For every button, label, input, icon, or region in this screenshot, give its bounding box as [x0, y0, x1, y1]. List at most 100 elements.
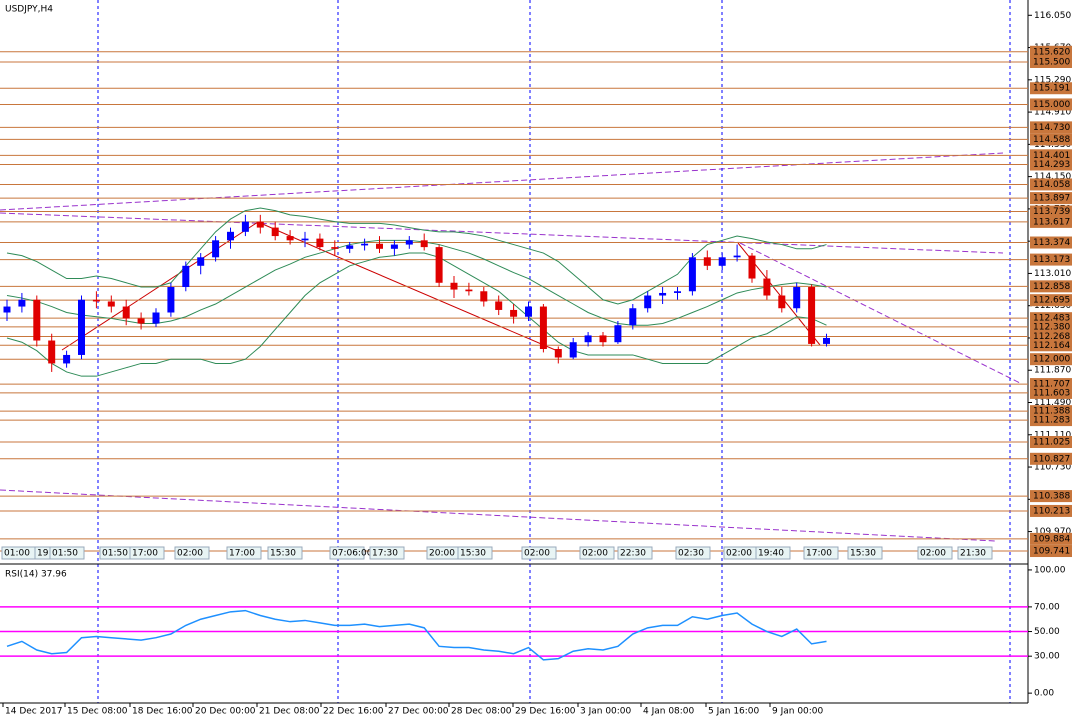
rsi-tick-label: 0.00 — [1034, 689, 1054, 699]
session-box — [617, 546, 653, 560]
candle-body — [137, 318, 145, 324]
candle-body — [450, 282, 458, 290]
session-label: 02:00 — [524, 549, 550, 559]
session-label: 17:00 — [132, 549, 158, 559]
level-label: 111.603 — [1033, 388, 1070, 398]
level-label-box — [1030, 82, 1072, 95]
session-label: 20:00 — [429, 549, 455, 559]
trend-line — [257, 221, 339, 258]
candle-body — [361, 243, 369, 246]
session-label: 01:50 — [52, 549, 78, 559]
level-label: 110.388 — [1033, 492, 1070, 502]
level-label-box — [1030, 353, 1072, 366]
session-box — [457, 546, 493, 560]
session-box — [174, 546, 210, 560]
session-box — [369, 546, 405, 560]
candle-body — [793, 287, 801, 309]
candle-body — [78, 299, 85, 355]
level-label: 115.620 — [1033, 47, 1070, 57]
level-label: 114.401 — [1033, 151, 1070, 161]
candle-body — [644, 295, 652, 309]
x-tick-label: 27 Dec 00:00 — [388, 707, 449, 717]
session-box — [267, 546, 303, 560]
candle-body — [480, 291, 488, 302]
level-label: 109.741 — [1033, 547, 1070, 557]
candle-body — [316, 238, 324, 248]
rsi-tick-label: 50.00 — [1034, 627, 1060, 637]
session-box — [49, 546, 85, 560]
level-label: 112.483 — [1033, 314, 1070, 324]
candle-body — [465, 289, 473, 292]
candle-body — [584, 335, 592, 343]
trend-line — [0, 212, 1004, 254]
level-label: 113.617 — [1033, 217, 1070, 227]
session-box — [226, 546, 262, 560]
candle-body — [197, 257, 205, 266]
candle-body — [510, 309, 518, 317]
rsi-tick-label: 30.00 — [1034, 652, 1060, 662]
candle-body — [823, 337, 830, 344]
candle-body — [495, 301, 503, 310]
trend-line — [0, 152, 1004, 211]
session-box — [755, 546, 791, 560]
x-tick-label: 4 Jan 08:00 — [643, 707, 695, 717]
candle-body — [182, 265, 190, 288]
level-label: 114.293 — [1033, 160, 1070, 170]
session-label: 02:30 — [678, 549, 704, 559]
session-label: 21:30 — [960, 549, 986, 559]
session-label: 22:30 — [620, 549, 646, 559]
level-label-box — [1030, 55, 1072, 68]
level-label-box — [1030, 149, 1072, 162]
level-label-box — [1030, 45, 1072, 58]
x-tick-label: 9 Jan 00:00 — [772, 707, 824, 717]
candle-body — [271, 227, 279, 237]
candle-body — [659, 292, 667, 296]
level-label: 112.380 — [1033, 322, 1070, 332]
level-label-box — [1030, 435, 1072, 448]
candle-body — [122, 306, 130, 319]
y-tick-label: 115.290 — [1034, 75, 1071, 85]
candle-body — [376, 243, 383, 249]
level-label: 113.897 — [1033, 194, 1070, 204]
candle-body — [241, 221, 249, 232]
session-box — [521, 546, 557, 560]
rsi-title: RSI(14) 37.96 — [5, 570, 67, 580]
candle-body — [554, 349, 562, 358]
session-label: 15:30 — [850, 549, 876, 559]
candle-body — [539, 306, 547, 350]
level-label-box — [1030, 294, 1072, 307]
candle-body — [733, 255, 741, 258]
trend-line — [0, 489, 996, 542]
candle-body — [167, 287, 175, 313]
session-label: 01:50 — [102, 549, 128, 559]
level-label-box — [1030, 490, 1072, 503]
level-label: 112.268 — [1033, 332, 1070, 342]
candle-body — [18, 299, 26, 307]
candle-body — [227, 231, 234, 241]
candle-body — [346, 245, 354, 249]
level-label: 112.000 — [1033, 355, 1070, 365]
candle-body — [3, 306, 11, 313]
level-label: 114.058 — [1033, 180, 1070, 190]
session-label: 17:00 — [229, 549, 255, 559]
session-label: 15:30 — [460, 549, 486, 559]
level-label: 113.374 — [1033, 238, 1070, 248]
candle-body — [420, 240, 428, 248]
level-label-box — [1030, 236, 1072, 249]
rsi-tick-label: 100.00 — [1034, 565, 1066, 575]
candle-body — [331, 247, 339, 249]
level-label: 112.858 — [1033, 282, 1070, 292]
level-label-box — [1030, 532, 1072, 545]
candle-body — [614, 325, 622, 343]
level-label: 110.827 — [1033, 454, 1070, 464]
y-tick-label: 111.110 — [1034, 430, 1071, 440]
level-label: 115.191 — [1033, 84, 1070, 94]
x-tick-label: 22 Dec 16:00 — [323, 707, 384, 717]
candle-body — [599, 335, 607, 343]
level-label: 114.730 — [1033, 123, 1070, 133]
level-label-box — [1030, 178, 1072, 191]
level-label-box — [1030, 386, 1072, 399]
candle-body — [688, 257, 696, 292]
